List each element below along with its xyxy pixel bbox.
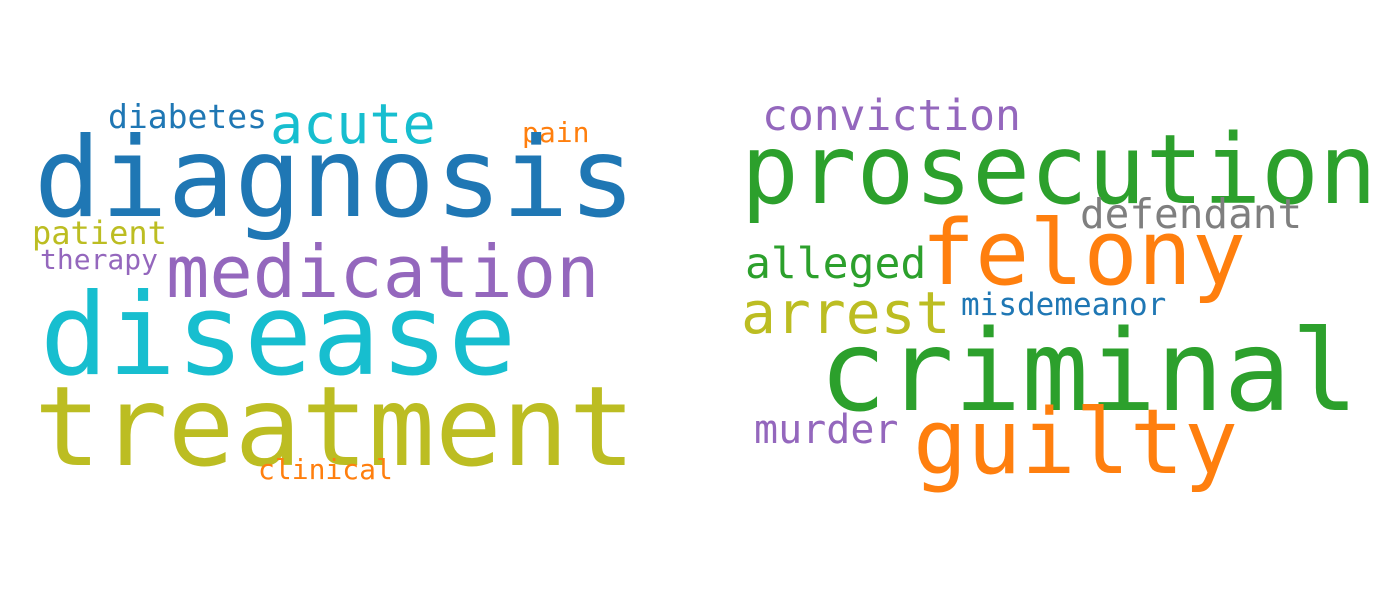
- legal-word-cloud: conviction prosecution defendant alleged…: [691, 0, 1382, 604]
- word-misdemeanor: misdemeanor: [961, 287, 1167, 323]
- word-diabetes: diabetes: [108, 97, 267, 136]
- word-criminal: criminal: [819, 307, 1359, 437]
- word-murder: murder: [754, 407, 899, 453]
- word-alleged: alleged: [745, 239, 927, 289]
- word-treatment: treatment: [34, 363, 636, 492]
- word-arrest: arrest: [741, 279, 951, 347]
- word-diagnosis: diagnosis: [34, 114, 636, 243]
- word-felony: felony: [921, 201, 1247, 306]
- word-patient: patient: [32, 214, 167, 252]
- word-acute: acute: [270, 92, 436, 156]
- word-pain: pain: [522, 116, 590, 149]
- word-medication: medication: [166, 230, 600, 314]
- word-prosecution: prosecution: [741, 114, 1377, 226]
- word-therapy: therapy: [40, 243, 159, 276]
- word-clinical: clinical: [258, 453, 393, 486]
- word-guilty: guilty: [913, 390, 1239, 495]
- word-defendant: defendant: [1080, 190, 1303, 238]
- medical-word-cloud: diabetes acute pain diagnosis patient th…: [0, 0, 690, 604]
- word-conviction: conviction: [762, 91, 1021, 141]
- word-disease: disease: [40, 269, 517, 401]
